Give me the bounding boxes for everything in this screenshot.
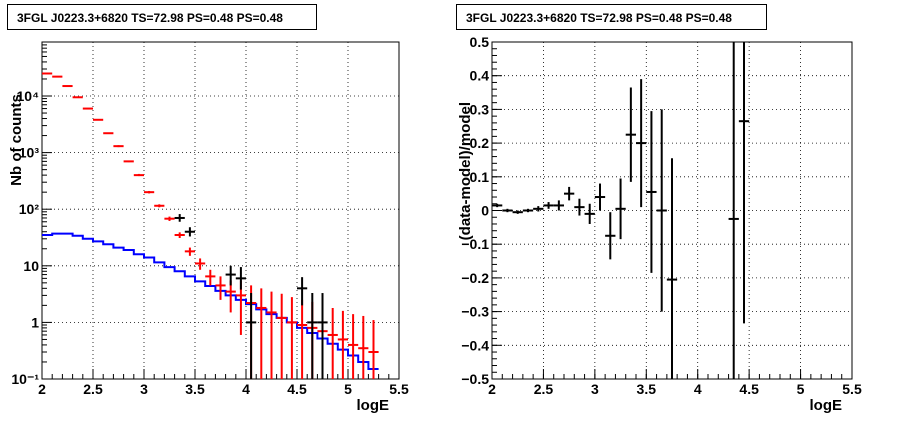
model-count-point: [368, 320, 379, 379]
residuals-chart: −0.5 −0.4 −0.3 −0.2 −0.1 0 0.1 0.2 0.3 0.4 0.5 (dat…: [457, 34, 862, 414]
model-count-point: [195, 258, 206, 270]
x-tick-label: 5.5: [389, 381, 409, 397]
model-count-point: [286, 297, 297, 379]
model-count-point: [358, 315, 369, 379]
model-count-point: [144, 190, 155, 194]
x-tick-label: 3.5: [637, 381, 657, 397]
residual-point: [512, 210, 523, 214]
data-count-point: [184, 227, 195, 237]
y-tick-label: 0.3: [470, 101, 490, 117]
y-tick-label: 0.4: [470, 68, 490, 84]
model-count-point: [276, 293, 287, 379]
model-count-point: [72, 96, 83, 99]
model-count-point: [62, 85, 73, 88]
plot-frame: [41, 41, 400, 380]
x-tick-label: 3: [591, 381, 599, 397]
data-count-point: [307, 293, 318, 379]
y-tick-label: −0.2: [461, 270, 489, 286]
data-count-point: [235, 267, 246, 290]
y-tick-label: 1: [31, 314, 39, 330]
x-tick-label: 5: [344, 381, 352, 397]
model-step-line: [42, 232, 379, 371]
model-count-point: [133, 173, 144, 177]
data-count-point: [246, 293, 257, 379]
y-tick-label: 10: [23, 258, 39, 274]
residual-point: [502, 208, 513, 213]
y-tick-label: 0.5: [470, 34, 490, 50]
residual-point: [543, 202, 554, 209]
model-count-point: [184, 247, 195, 256]
y-tick-label: −0.5: [461, 371, 489, 387]
y-tick-label: 10³: [19, 145, 40, 161]
left-chart-title: 3FGL J0223.3+6820 TS=72.98 PS=0.48 PS=0.…: [7, 4, 317, 30]
residual-point: [728, 42, 739, 379]
model-count-point: [215, 276, 226, 300]
x-tick-label: 4.5: [739, 381, 759, 397]
y-tick-label: 0.1: [470, 169, 490, 185]
residual-point: [594, 183, 606, 211]
right-chart-title: 3FGL J0223.3+6820 TS=72.98 PS=0.48 PS=0.…: [456, 4, 767, 30]
residual-point: [646, 111, 657, 273]
residual-point: [574, 198, 585, 216]
x-axis-label: logE: [357, 397, 390, 414]
residual-point: [636, 79, 647, 208]
model-count-point: [123, 160, 134, 163]
model-count-point: [113, 145, 124, 148]
residual-point: [533, 206, 544, 212]
residual-point: [492, 203, 503, 208]
x-tick-label: 5: [797, 381, 805, 397]
data-count-point: [225, 265, 236, 286]
y-tick-label: −0.1: [461, 236, 489, 252]
x-tick-label: 2: [38, 381, 46, 397]
x-tick-label: 3: [140, 381, 148, 397]
residual-point: [666, 158, 678, 379]
residual-point: [605, 212, 616, 260]
residual-point: [656, 109, 667, 312]
model-count-point: [337, 310, 348, 379]
data-count-point: [174, 214, 185, 222]
y-axis-label: Nb of counts: [8, 94, 25, 186]
y-tick-label: −0.3: [461, 304, 489, 320]
residual-point: [738, 42, 750, 324]
x-tick-label: 2.5: [83, 381, 103, 397]
x-axis-label: logE: [810, 397, 843, 414]
data-count-point: [317, 293, 328, 379]
y-tick-label: 10²: [19, 201, 40, 217]
residual-point: [564, 186, 575, 201]
residual-point: [625, 87, 636, 182]
x-tick-label: 4: [694, 381, 702, 397]
y-axis-label: (data-model)/model: [457, 102, 474, 240]
x-tick-label: 2: [488, 381, 496, 397]
residual-point: [522, 208, 534, 213]
model-count-point: [266, 291, 277, 379]
model-count-point: [154, 204, 165, 208]
model-count-point: [225, 280, 236, 313]
model-count-point: [164, 216, 175, 221]
model-count-point: [174, 232, 185, 238]
model-count-point: [103, 132, 114, 135]
residual-point: [615, 178, 626, 240]
y-tick-label: 10⁴: [17, 88, 40, 104]
residual-point: [553, 200, 564, 211]
y-tick-label: −0.4: [461, 337, 489, 353]
y-tick-label: 0: [481, 203, 489, 219]
model-count-point: [327, 307, 338, 379]
x-tick-label: 2.5: [534, 381, 554, 397]
model-count-point: [297, 299, 308, 379]
residual-point: [584, 203, 595, 224]
x-tick-label: 3.5: [185, 381, 205, 397]
data-count-point: [297, 277, 308, 306]
model-count-point: [93, 118, 104, 121]
x-tick-label: 4: [242, 381, 250, 397]
y-tick-label: 0.2: [470, 135, 490, 151]
x-tick-label: 4.5: [287, 381, 307, 397]
y-tick-label: 10⁻¹: [11, 371, 39, 387]
model-count-point: [82, 107, 93, 110]
model-count-point: [256, 288, 267, 379]
model-count-point: [348, 314, 359, 379]
x-tick-label: 5.5: [842, 381, 862, 397]
model-count-point: [205, 269, 216, 286]
